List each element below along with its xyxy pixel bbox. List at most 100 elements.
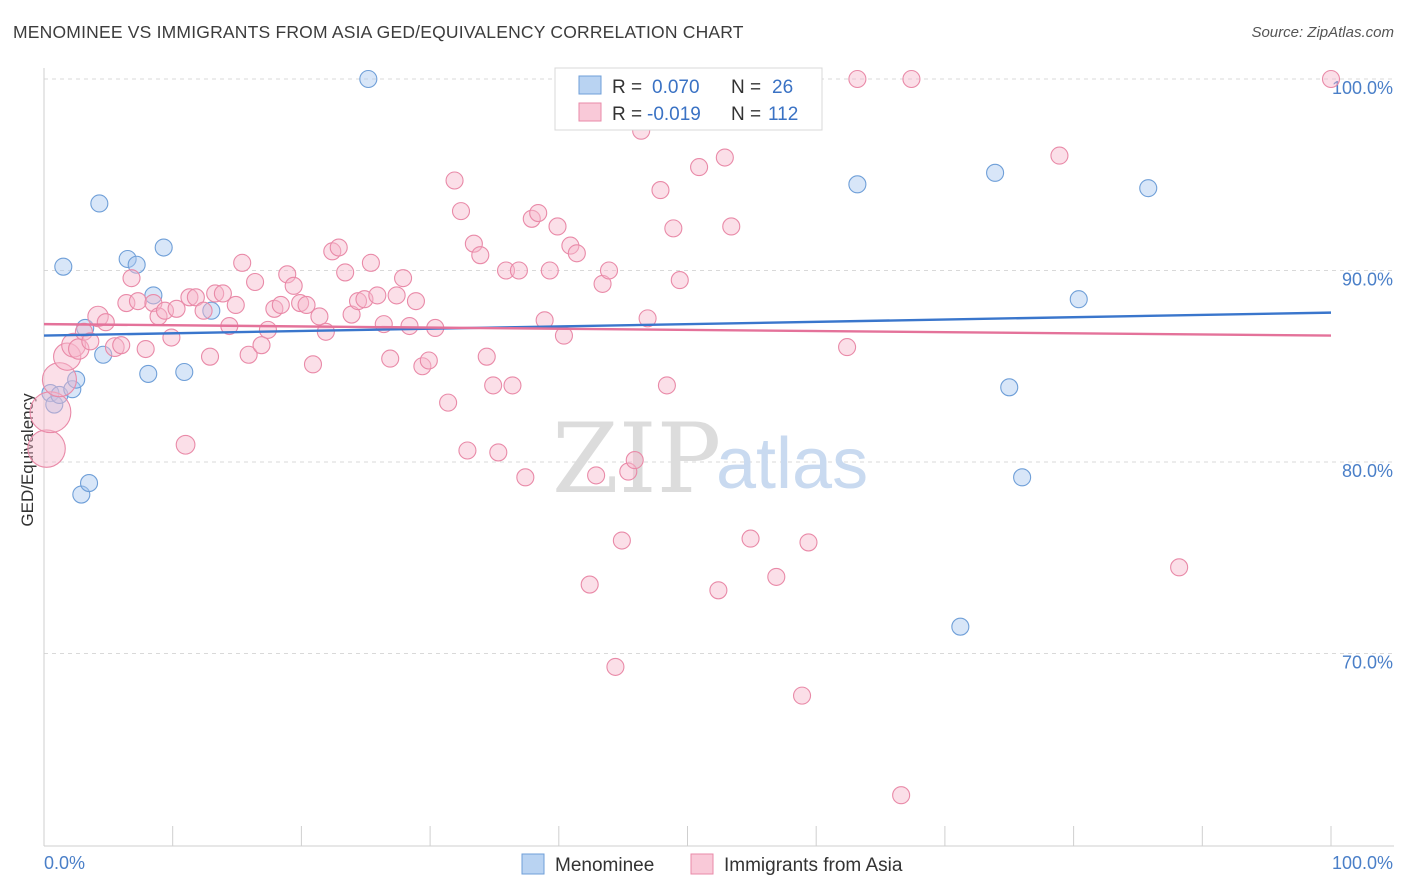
point-s0-18 bbox=[359, 69, 378, 89]
point-s0-7 bbox=[79, 474, 99, 493]
point-s0-3 bbox=[54, 257, 73, 276]
point-s0-13 bbox=[139, 364, 158, 383]
point-s1-23 bbox=[186, 288, 205, 307]
point-s1-86 bbox=[606, 657, 625, 676]
point-s0-25 bbox=[1139, 179, 1158, 198]
point-s0-12 bbox=[127, 255, 146, 274]
point-s1-42 bbox=[310, 307, 329, 326]
bottom-legend-label-asia: Immigrants from Asia bbox=[724, 855, 903, 876]
point-s1-7 bbox=[81, 332, 100, 351]
point-s1-94 bbox=[664, 219, 683, 238]
point-s1-46 bbox=[336, 263, 355, 282]
x-tick-label-max: 100.0% bbox=[1332, 853, 1393, 873]
point-s1-91 bbox=[638, 309, 657, 328]
point-s1-31 bbox=[239, 345, 258, 364]
point-s1-96 bbox=[690, 158, 709, 177]
point-s1-80 bbox=[561, 236, 580, 255]
legend-r-value-1: 0.070 bbox=[652, 77, 700, 98]
watermark: ZIP atlas bbox=[552, 403, 868, 515]
point-s1-65 bbox=[464, 234, 483, 253]
legend-n-label-1: N = bbox=[731, 77, 761, 98]
point-s1-64 bbox=[458, 441, 477, 460]
point-s1-21 bbox=[175, 434, 196, 455]
point-s1-104 bbox=[799, 533, 818, 552]
point-s0-0 bbox=[41, 384, 60, 403]
legend-swatch-menominee bbox=[578, 75, 602, 95]
legend-swatch-asia bbox=[578, 102, 602, 122]
point-s1-3 bbox=[53, 342, 82, 371]
x-ticks bbox=[43, 826, 1332, 846]
point-s0-9 bbox=[90, 194, 109, 213]
point-s1-50 bbox=[361, 253, 380, 272]
point-s1-2 bbox=[41, 362, 77, 398]
legend-n-label-2: N = bbox=[731, 104, 761, 125]
bottom-legend-swatch-asia bbox=[690, 853, 714, 875]
point-s1-77 bbox=[540, 261, 559, 280]
scatter-points bbox=[27, 69, 1341, 805]
point-s1-25 bbox=[200, 347, 220, 366]
point-s1-61 bbox=[439, 393, 458, 412]
point-s1-99 bbox=[722, 217, 741, 236]
point-s1-12 bbox=[117, 294, 136, 313]
gridlines bbox=[44, 78, 1394, 654]
y-tick-label-100: 100.0% bbox=[1332, 78, 1393, 98]
point-s0-16 bbox=[175, 362, 194, 382]
axes bbox=[43, 68, 1394, 847]
point-s1-69 bbox=[489, 443, 508, 462]
point-s1-85 bbox=[599, 261, 619, 280]
bottom-legend: Menominee Immigrants from Asia bbox=[521, 853, 903, 876]
point-s1-9 bbox=[96, 313, 115, 332]
point-s1-81 bbox=[567, 244, 586, 263]
point-s1-37 bbox=[278, 265, 297, 284]
point-s1-13 bbox=[122, 269, 141, 288]
y-tick-label-90: 90.0% bbox=[1342, 270, 1393, 290]
y-tick-label-70: 70.0% bbox=[1342, 653, 1393, 673]
point-s1-57 bbox=[406, 292, 425, 311]
point-s1-72 bbox=[509, 261, 528, 280]
point-s1-67 bbox=[477, 347, 496, 366]
point-s0-15 bbox=[154, 238, 173, 257]
point-s1-14 bbox=[128, 292, 148, 311]
point-s1-40 bbox=[297, 295, 316, 315]
bottom-legend-label-menominee: Menominee bbox=[555, 855, 654, 876]
watermark-zip: ZIP bbox=[552, 403, 721, 515]
point-s1-63 bbox=[451, 202, 471, 221]
point-s1-103 bbox=[792, 686, 812, 705]
point-s1-89 bbox=[625, 451, 644, 470]
y-tick-labels: 70.0% 80.0% 90.0% 100.0% bbox=[1332, 78, 1393, 673]
point-s1-48 bbox=[348, 292, 368, 311]
point-s1-15 bbox=[136, 339, 155, 359]
point-s1-93 bbox=[657, 376, 676, 395]
point-s1-51 bbox=[368, 286, 387, 305]
point-s1-33 bbox=[252, 336, 271, 355]
point-s1-109 bbox=[1050, 146, 1069, 165]
point-s1-29 bbox=[226, 295, 245, 315]
point-s1-41 bbox=[303, 355, 323, 374]
point-s0-4 bbox=[63, 380, 82, 399]
point-s1-78 bbox=[548, 217, 567, 236]
point-s1-22 bbox=[180, 288, 199, 307]
y-tick-label-80: 80.0% bbox=[1342, 461, 1393, 481]
point-s1-18 bbox=[155, 301, 175, 320]
legend-n-value-1: 26 bbox=[772, 77, 793, 98]
point-s1-108 bbox=[902, 69, 921, 89]
point-s1-106 bbox=[848, 69, 867, 89]
point-s1-11 bbox=[112, 336, 131, 355]
point-s1-95 bbox=[670, 271, 689, 290]
point-s1-1 bbox=[29, 391, 72, 434]
source-label: Source: ZipAtlas.com bbox=[1251, 24, 1394, 41]
point-s1-82 bbox=[580, 575, 599, 594]
legend-r-label-2: R = bbox=[612, 104, 642, 125]
point-s1-20 bbox=[167, 299, 186, 318]
point-s1-38 bbox=[284, 276, 303, 295]
point-s1-70 bbox=[496, 261, 516, 280]
bottom-legend-swatch-menominee bbox=[521, 853, 545, 875]
point-s1-36 bbox=[271, 295, 290, 315]
point-s1-53 bbox=[381, 349, 400, 368]
point-s1-105 bbox=[838, 338, 857, 357]
point-s1-55 bbox=[394, 269, 413, 288]
point-s1-54 bbox=[387, 286, 406, 305]
point-s1-10 bbox=[104, 337, 125, 358]
point-s0-10 bbox=[94, 345, 113, 364]
